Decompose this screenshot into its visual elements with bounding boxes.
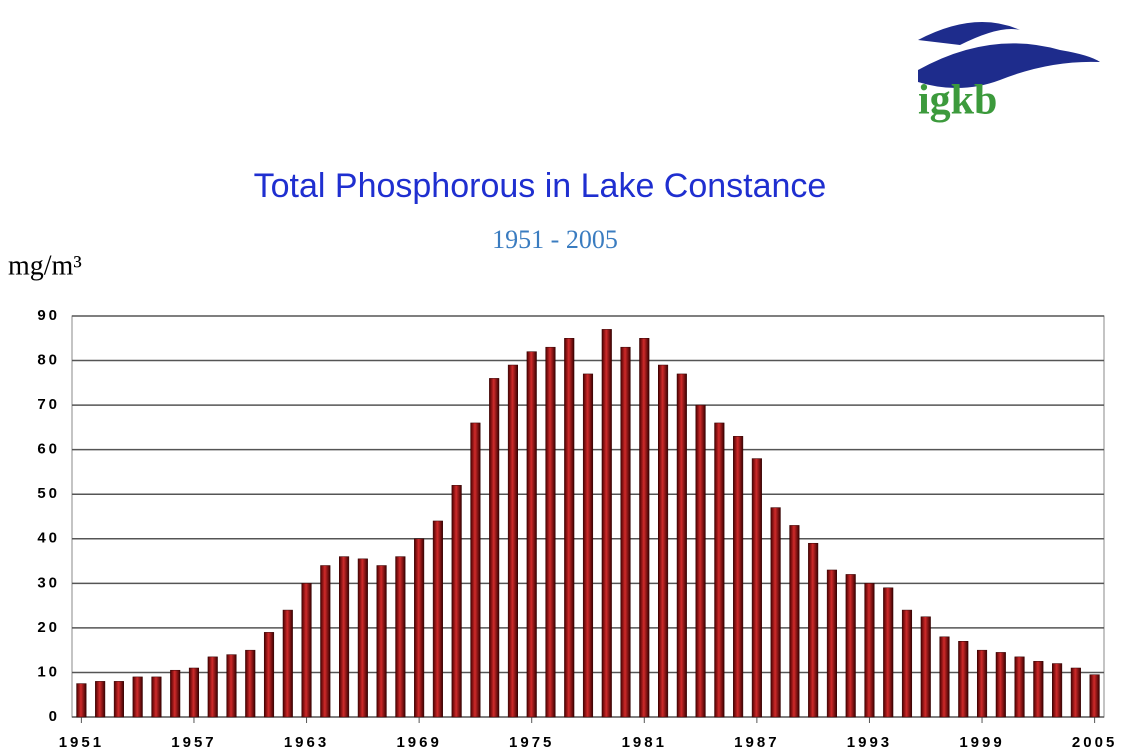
bar — [958, 641, 969, 718]
y-tick-label: 90 — [37, 307, 60, 324]
x-tick-label: 1957 — [171, 734, 216, 751]
bar — [395, 556, 406, 718]
bar — [620, 346, 631, 718]
bar — [132, 676, 143, 718]
logo: igkb — [918, 22, 1100, 124]
bar — [976, 649, 988, 718]
bar — [883, 587, 894, 718]
x-tick-label: 1963 — [284, 734, 329, 751]
bar — [1070, 667, 1081, 718]
bar — [301, 583, 312, 718]
bar — [357, 558, 368, 718]
bar — [601, 329, 612, 718]
bar — [1089, 674, 1100, 718]
x-tick-label: 1969 — [396, 734, 441, 751]
bar — [1014, 656, 1025, 718]
y-tick-label: 80 — [37, 352, 60, 369]
bar — [451, 485, 462, 718]
bar — [263, 632, 275, 718]
bar — [770, 507, 781, 718]
y-axis-label: mg/m³ — [8, 250, 82, 281]
logo-wave — [918, 22, 1020, 45]
bar — [545, 346, 556, 718]
bar — [282, 609, 293, 718]
bar — [808, 542, 819, 718]
y-tick-label: 50 — [37, 485, 60, 502]
bar — [564, 338, 575, 718]
chart-title: Total Phosphorous in Lake Constance — [254, 167, 827, 205]
y-tick-label: 10 — [37, 663, 60, 680]
bar — [864, 583, 875, 718]
bar — [207, 656, 218, 718]
bar — [507, 364, 518, 718]
bar — [751, 458, 762, 718]
bar — [995, 652, 1006, 718]
x-tick-label: 1951 — [59, 734, 104, 751]
bar — [714, 422, 725, 718]
y-tick-label: 60 — [37, 441, 60, 458]
x-tick-label: 1987 — [734, 734, 779, 751]
bar — [489, 378, 500, 718]
bar — [113, 681, 124, 718]
x-tick-label: 1981 — [622, 734, 667, 751]
bar — [639, 338, 650, 718]
x-tick-label: 1999 — [959, 734, 1004, 751]
bar — [1052, 663, 1063, 718]
bar — [151, 676, 162, 718]
bar — [245, 649, 256, 718]
bar — [695, 404, 706, 718]
bar — [76, 683, 87, 718]
bar — [845, 574, 856, 718]
bar — [826, 569, 837, 718]
logo-wave — [918, 43, 1100, 89]
bar — [339, 556, 350, 718]
bar — [432, 520, 443, 718]
x-tick-label: 1993 — [847, 734, 892, 751]
bar — [676, 373, 687, 718]
y-tick-label: 30 — [37, 574, 60, 591]
logo-text: igkb — [918, 78, 997, 124]
y-tick-label: 20 — [37, 619, 60, 636]
bar — [658, 364, 669, 718]
bar — [95, 681, 106, 718]
bar — [1033, 661, 1044, 718]
bar — [376, 565, 387, 718]
bar — [789, 525, 800, 718]
bar — [901, 609, 913, 718]
bar — [414, 538, 425, 718]
bar — [733, 436, 744, 718]
y-tick-label: 70 — [37, 396, 60, 413]
bar — [170, 669, 181, 718]
bar — [582, 373, 594, 718]
bar — [188, 667, 200, 718]
bar — [526, 351, 537, 718]
y-tick-label: 40 — [37, 530, 60, 547]
x-tick-label: 1975 — [509, 734, 554, 751]
y-tick-label: 0 — [49, 708, 60, 725]
bar — [320, 565, 331, 718]
bar — [920, 616, 931, 718]
bar — [226, 654, 237, 718]
bar — [470, 422, 481, 718]
chart-subtitle: 1951 - 2005 — [492, 225, 618, 254]
bar — [939, 636, 950, 718]
x-tick-label: 2005 — [1072, 734, 1117, 751]
